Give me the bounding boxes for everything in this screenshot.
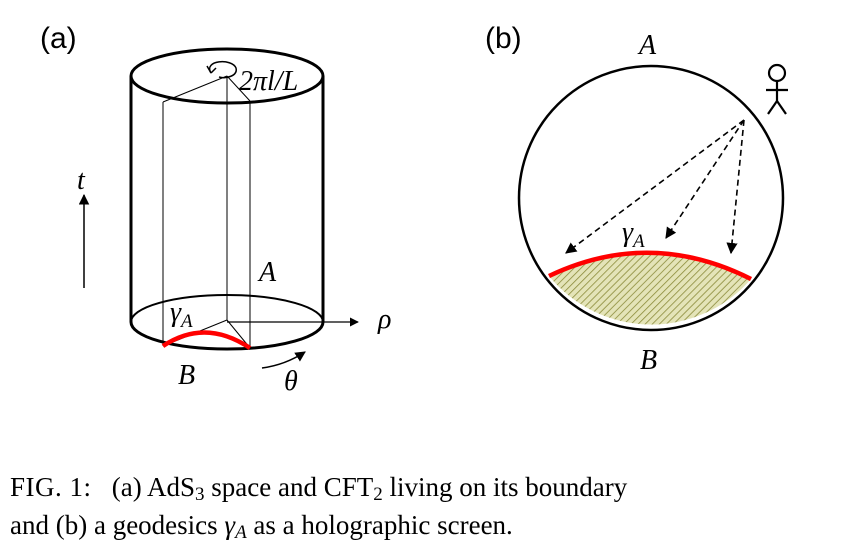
rho-label: ρ — [377, 304, 391, 335]
geodesic-label-a: γA — [170, 297, 193, 332]
caption-line-2: and (b) a geodesics γA as a holographic … — [10, 506, 830, 544]
time-label: t — [77, 165, 86, 196]
caption-text-1c: living on its boundary — [382, 472, 628, 502]
ray-left — [565, 119, 745, 254]
observer-rays — [565, 119, 745, 255]
region-a-label-a: A — [257, 257, 277, 288]
top-radius-right — [226, 75, 251, 102]
caption-text-2a: and (b) a geodesics — [10, 510, 225, 540]
caption-sub-1: 3 — [195, 484, 205, 505]
panel-b-label: (b) — [485, 22, 522, 55]
caption-text-1b: space and CFT — [204, 472, 374, 502]
shaded-region-b — [549, 252, 751, 325]
panel-b: (b) A γA B — [485, 22, 788, 376]
rotation-arrow — [206, 61, 237, 79]
caption-fig-label: FIG. 1: — [10, 472, 92, 502]
panel-a: (a) ρ t 2πl/L — [40, 22, 391, 397]
ray-right — [726, 119, 745, 255]
gamma-symbol-a: γ — [170, 297, 182, 328]
caption-sub-2: 2 — [373, 484, 383, 505]
region-b-label-a: B — [178, 360, 195, 391]
gamma-subscript-a: A — [179, 311, 193, 332]
gamma-symbol-b: γ — [622, 217, 634, 248]
figure-caption: FIG. 1: (a) AdS3 space and CFT2 living o… — [10, 468, 830, 544]
wedge-lines — [162, 75, 251, 349]
cylinder-bottom-front — [129, 321, 325, 351]
caption-text-1a: (a) AdS — [111, 472, 196, 502]
caption-gamma: γ — [224, 510, 236, 540]
boundary-circle-b — [517, 64, 785, 332]
gamma-subscript-b: A — [631, 231, 645, 252]
region-a-label-b: A — [637, 30, 657, 61]
geodesic-curve-a — [161, 330, 252, 350]
top-radius-left — [162, 75, 228, 103]
caption-line-1: FIG. 1: (a) AdS3 space and CFT2 living o… — [10, 468, 830, 506]
caption-gamma-sub: A — [235, 522, 247, 543]
rotation-label: 2πl/L — [239, 66, 298, 97]
caption-text-2b: as a holographic screen. — [246, 510, 513, 540]
ray-middle — [665, 119, 745, 239]
region-b-label-b: B — [640, 345, 657, 376]
geodesic-curve-b — [548, 250, 753, 282]
theta-arrow — [261, 351, 306, 369]
observer-icon — [766, 63, 788, 115]
panel-a-label: (a) — [40, 22, 77, 55]
geodesic-label-b: γA — [622, 217, 645, 252]
theta-label: θ — [284, 366, 298, 397]
